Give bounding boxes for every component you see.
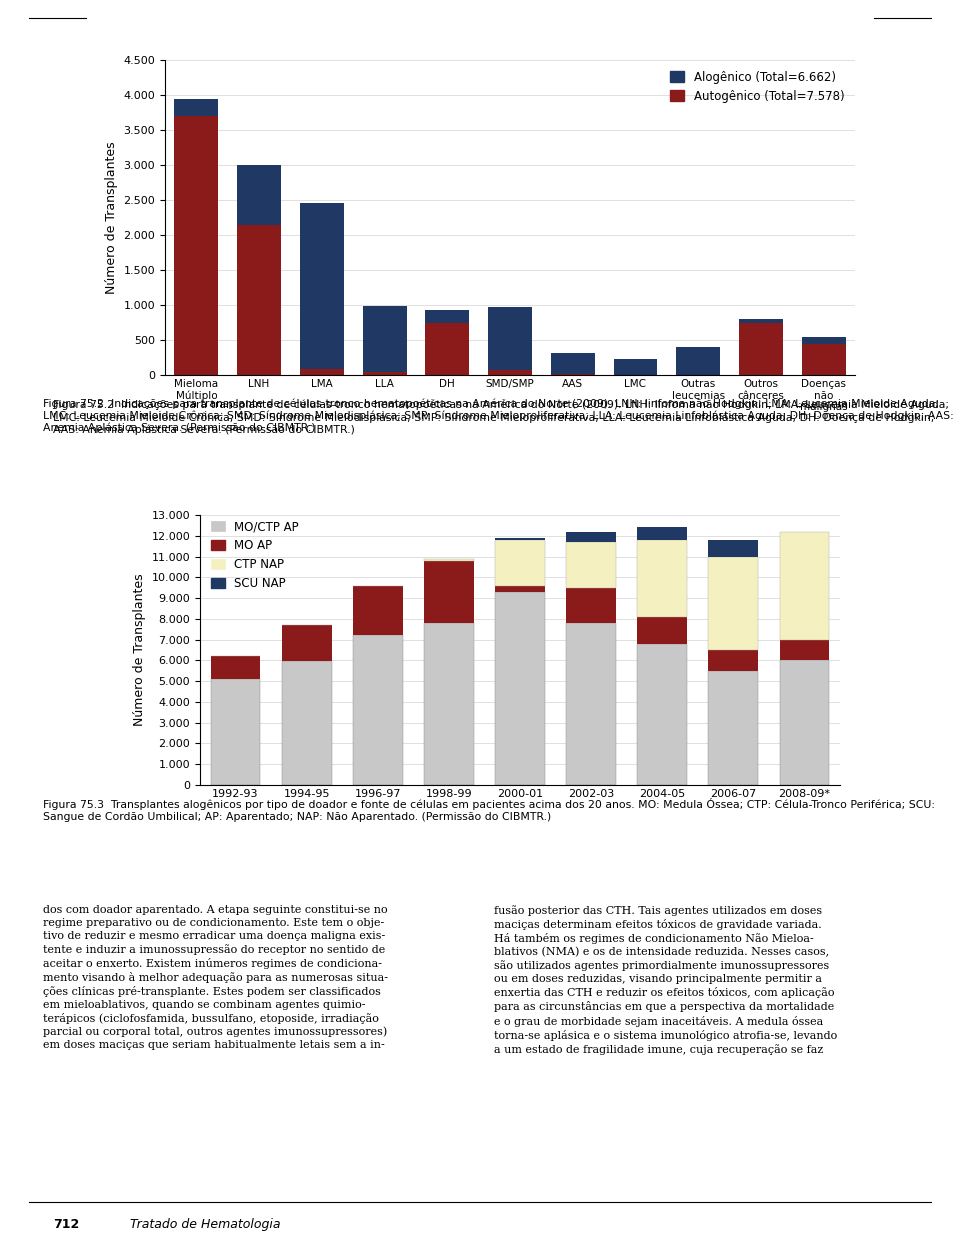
Bar xyxy=(424,623,474,785)
Bar xyxy=(637,644,687,785)
Bar xyxy=(676,347,720,376)
Bar xyxy=(613,359,658,376)
Bar xyxy=(551,353,594,374)
Text: Tratado de Hematologia: Tratado de Hematologia xyxy=(130,1218,280,1231)
Bar xyxy=(566,623,616,785)
Bar xyxy=(739,323,782,376)
Text: 712: 712 xyxy=(53,1218,79,1231)
Bar xyxy=(739,319,782,323)
Bar xyxy=(708,540,758,557)
Bar xyxy=(424,558,474,561)
Bar xyxy=(210,679,260,785)
Bar xyxy=(425,323,469,376)
Text: Figura 75.3  Transplantes alogênicos por tipo de doador e fonte de células em pa: Figura 75.3 Transplantes alogênicos por … xyxy=(43,798,935,821)
Bar xyxy=(495,586,545,592)
Bar xyxy=(780,660,829,785)
Bar xyxy=(282,625,331,661)
Bar xyxy=(353,636,402,785)
Bar xyxy=(708,650,758,671)
Bar xyxy=(300,204,344,369)
Bar xyxy=(237,165,281,224)
Bar xyxy=(708,557,758,650)
Bar xyxy=(210,656,260,679)
Bar xyxy=(802,337,846,343)
Bar xyxy=(488,371,532,376)
Bar xyxy=(495,540,545,586)
Bar xyxy=(637,527,687,540)
Bar xyxy=(637,617,687,644)
Legend: Alogênico (Total=6.662), Autogênico (Total=7.578): Alogênico (Total=6.662), Autogênico (Tot… xyxy=(665,66,849,108)
Bar xyxy=(425,310,469,323)
Bar xyxy=(708,671,758,785)
Text: fusão posterior das CTH. Tais agentes utilizados em doses
maciças determinam efe: fusão posterior das CTH. Tais agentes ut… xyxy=(494,905,838,1054)
Bar xyxy=(637,540,687,617)
Text: dos com doador aparentado. A etapa seguinte constitui-se no
regime preparativo o: dos com doador aparentado. A etapa segui… xyxy=(43,905,388,1050)
Bar xyxy=(175,99,218,116)
Bar xyxy=(802,343,846,376)
Bar xyxy=(566,532,616,542)
Y-axis label: Número de Transplantes: Número de Transplantes xyxy=(105,141,118,294)
Bar xyxy=(175,116,218,376)
Bar xyxy=(424,561,474,623)
Bar xyxy=(495,592,545,785)
Bar xyxy=(363,372,406,376)
Bar xyxy=(353,586,402,636)
Y-axis label: Número de Transplantes: Número de Transplantes xyxy=(133,573,146,726)
Bar xyxy=(363,305,406,372)
Text: Figura 75.2  Indicações para transplante de células-tronco hematopoéticas na Amé: Figura 75.2 Indicações para transplante … xyxy=(53,399,948,434)
Bar xyxy=(282,661,331,785)
Bar xyxy=(566,587,616,623)
Bar xyxy=(780,640,829,660)
Bar xyxy=(237,224,281,376)
Bar xyxy=(780,532,829,640)
Bar xyxy=(300,369,344,376)
Text: Figura 75.2  Indicações para transplante de células-tronco hematopoéticas na Amé: Figura 75.2 Indicações para transplante … xyxy=(43,398,954,433)
Bar xyxy=(566,542,616,587)
Bar xyxy=(488,307,532,371)
Legend: MO/CTP AP, MO AP, CTP NAP, SCU NAP: MO/CTP AP, MO AP, CTP NAP, SCU NAP xyxy=(205,516,303,595)
Bar xyxy=(495,538,545,540)
